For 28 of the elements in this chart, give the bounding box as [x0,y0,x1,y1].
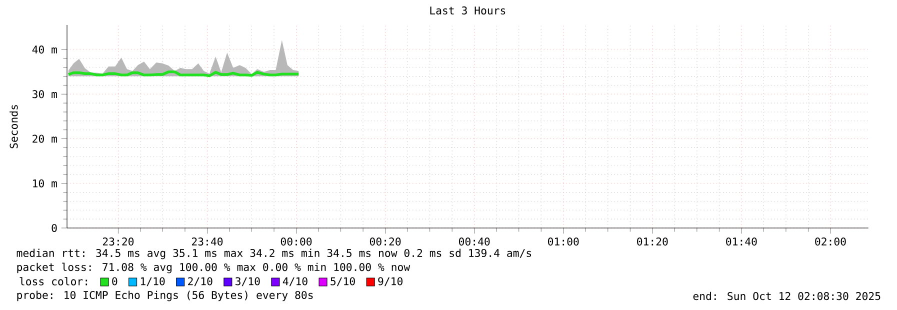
x-tick-label: 00:40 [458,237,490,246]
legend-label: 1/10 [141,277,165,286]
chart-title: Last 3 Hours [430,6,506,15]
text: probe: 10 ICMP Echo Pings (56 Bytes) every 80s [17,290,313,302]
y-tick-label: 20 m [32,134,57,143]
y-axis-title: Seconds [10,105,18,148]
text: median rtt: 34.5 ms avg 35.1 ms max 34.2 ms min 34.5 ms now 0.2 ms sd 139.4 am/s [16,248,532,260]
x-tick-label: 00:20 [370,237,401,246]
legend-label: 3/10 [236,277,260,286]
y-tick-label: 0 [52,224,57,232]
y-tick-label: 10 m [33,179,57,188]
legend-label: 2/10 [188,277,212,286]
x-tick-label: 23:20 [102,237,134,246]
x-tick-label: 23:40 [192,237,223,246]
x-tick-label: 01:40 [726,237,757,246]
y-tick-label: 40 m [32,45,57,54]
legend-label: 0 [112,277,118,286]
y-tick-label: 30 m [32,90,57,98]
text: end: Sun Oct 12 02:08:30 2025 [693,292,880,300]
x-tick-label: 01:00 [548,237,579,246]
legend-label: 5/10 [330,277,355,286]
text: packet loss: 71.08 % avg 100.00 % max 0.00 % min 100.00 % now [17,262,410,274]
x-tick-label: 00:00 [280,237,312,246]
legend-title: loss color: [20,277,88,286]
x-tick-label: 01:20 [637,237,668,246]
x-tick-label: 02:00 [815,237,846,246]
legend-label: 9/10 [378,277,402,286]
legend-label: 4/10 [282,277,308,286]
